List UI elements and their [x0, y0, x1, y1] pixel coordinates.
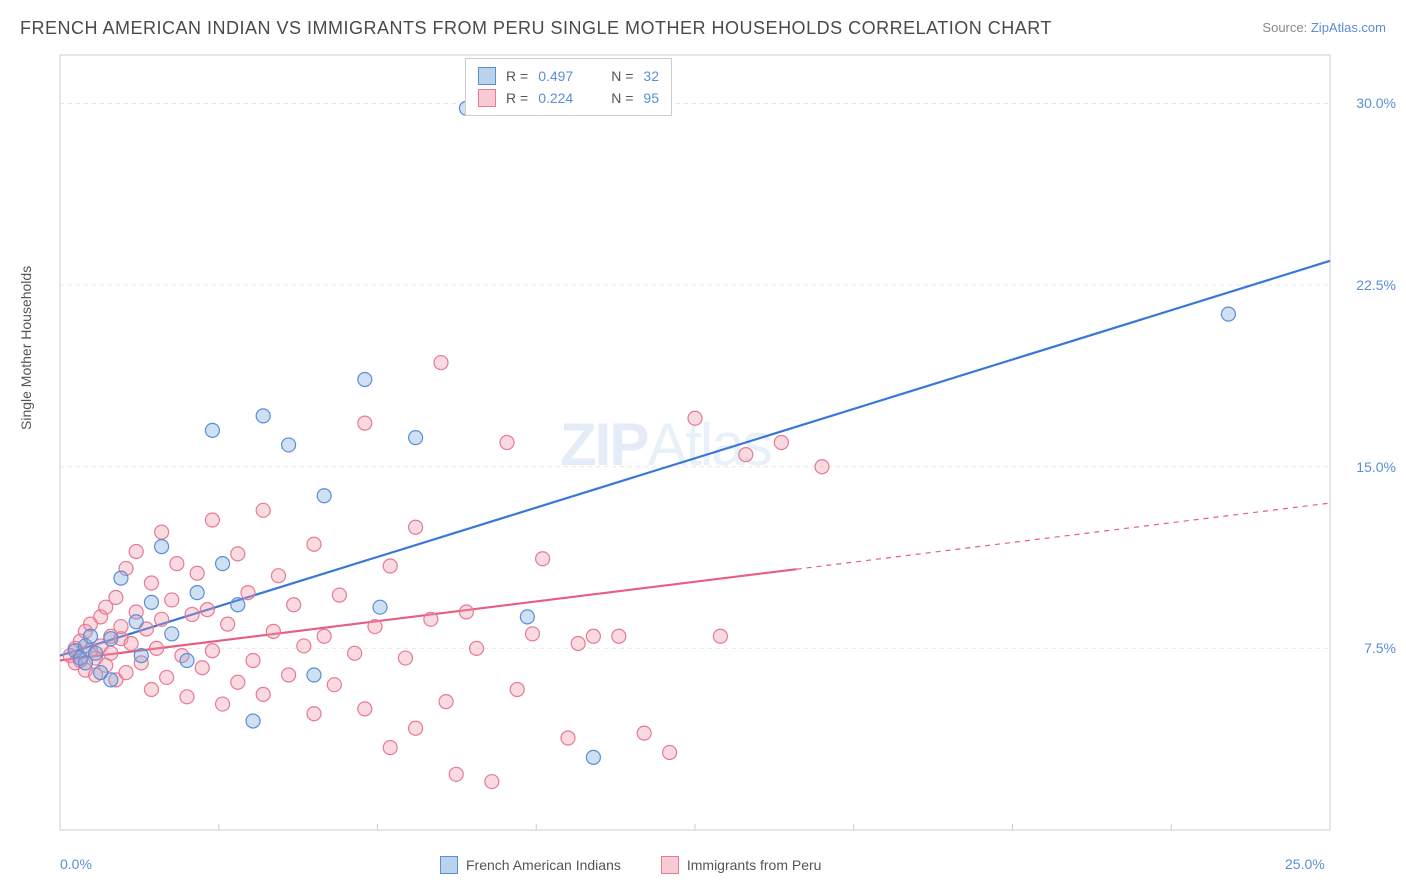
legend-N-label: N = [611, 90, 633, 106]
legend-R-label: R = [506, 68, 528, 84]
x-tick-label: 25.0% [1285, 856, 1325, 872]
source-attribution: Source: ZipAtlas.com [1262, 20, 1386, 35]
x-tick-label: 0.0% [60, 856, 92, 872]
legend-N-value-1: 95 [643, 90, 659, 106]
swatch-blue-icon [440, 856, 458, 874]
legend-item-1: Immigrants from Peru [661, 856, 822, 874]
legend-R-value-0: 0.497 [538, 68, 573, 84]
y-tick-label: 15.0% [1356, 459, 1396, 475]
legend-N-label: N = [611, 68, 633, 84]
legend-item-label: French American Indians [466, 857, 621, 873]
legend-row-blue: R = 0.497 N = 32 [478, 65, 659, 87]
legend-item-label: Immigrants from Peru [687, 857, 822, 873]
y-tick-label: 22.5% [1356, 277, 1396, 293]
legend-N-value-0: 32 [643, 68, 659, 84]
scatter-plot [55, 50, 1385, 860]
legend-R-value-1: 0.224 [538, 90, 573, 106]
y-axis-label: Single Mother Households [18, 266, 34, 430]
correlation-legend: R = 0.497 N = 32 R = 0.224 N = 95 [465, 58, 672, 116]
y-tick-label: 30.0% [1356, 95, 1396, 111]
source-label: Source: [1262, 20, 1307, 35]
series-legend: French American Indians Immigrants from … [440, 856, 821, 874]
source-link[interactable]: ZipAtlas.com [1311, 20, 1386, 35]
swatch-pink-icon [478, 89, 496, 107]
legend-row-pink: R = 0.224 N = 95 [478, 87, 659, 109]
chart-title: FRENCH AMERICAN INDIAN VS IMMIGRANTS FRO… [20, 18, 1052, 39]
swatch-blue-icon [478, 67, 496, 85]
y-tick-label: 7.5% [1364, 640, 1396, 656]
swatch-pink-icon [661, 856, 679, 874]
legend-item-0: French American Indians [440, 856, 621, 874]
legend-R-label: R = [506, 90, 528, 106]
